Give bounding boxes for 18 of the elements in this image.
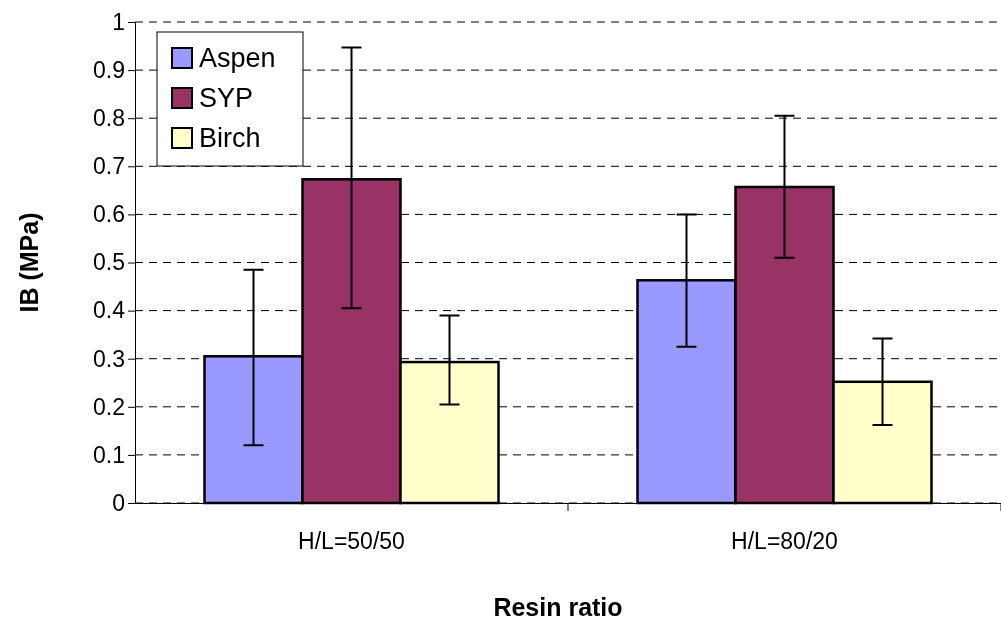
y-tick-label: 0.5 — [93, 249, 125, 276]
y-tick-label: 0.4 — [93, 297, 126, 324]
y-tick-label: 0.8 — [93, 105, 125, 132]
y-tick-label: 0.2 — [93, 393, 125, 420]
x-axis-title: Resin ratio — [493, 593, 623, 621]
y-tick-label: 0 — [112, 489, 125, 516]
y-axis-title: IB (MPa) — [15, 212, 43, 313]
y-tick-label: 0.7 — [93, 153, 125, 180]
y-tick-label: 0.9 — [93, 56, 125, 83]
x-tick-label: H/L=50/50 — [298, 528, 405, 555]
x-tick-label: H/L=80/20 — [731, 528, 838, 555]
y-tick-label: 0.6 — [93, 201, 125, 228]
legend-label: Aspen — [199, 43, 276, 73]
y-tick-label: 0.1 — [93, 441, 125, 468]
legend-label: Birch — [199, 123, 261, 153]
y-tick-label: 0.3 — [93, 345, 125, 372]
legend-label: SYP — [199, 83, 254, 113]
y-tick-label: 1 — [112, 8, 125, 35]
